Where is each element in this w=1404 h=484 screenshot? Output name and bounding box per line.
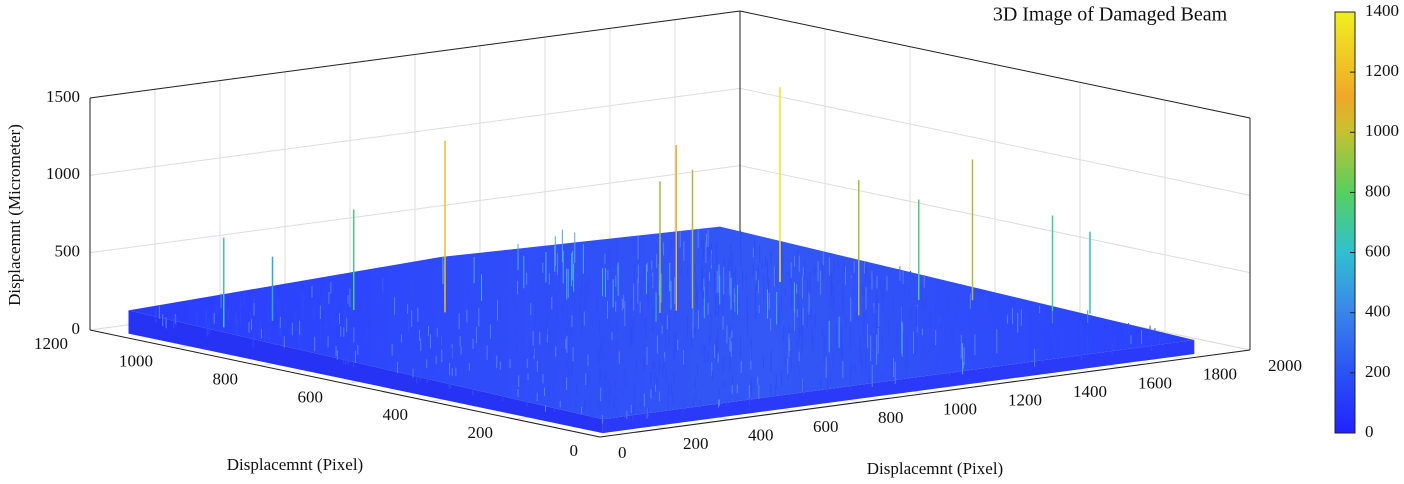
axis-line bbox=[89, 10, 741, 99]
grid-line bbox=[739, 87, 1251, 196]
x-tick-label: 1600 bbox=[1138, 373, 1172, 392]
y-tick-label: 0 bbox=[570, 441, 579, 460]
colorbar-tick-label: 0 bbox=[1365, 422, 1374, 441]
surface-front bbox=[602, 340, 1195, 434]
x-tick-label: 400 bbox=[748, 426, 774, 445]
y-tick-label: 200 bbox=[468, 423, 494, 442]
x-tick-label: 800 bbox=[878, 408, 904, 427]
colorbar-tick-label: 600 bbox=[1365, 241, 1391, 260]
grid-line bbox=[89, 165, 741, 254]
z-tick-label: 1500 bbox=[46, 87, 80, 106]
surface-side bbox=[128, 310, 603, 434]
x-tick-label: 1400 bbox=[1073, 382, 1107, 401]
axis-line bbox=[739, 10, 1251, 119]
chart-title: 3D Image of Damaged Beam bbox=[993, 4, 1228, 26]
colorbar-tick-label: 1400 bbox=[1365, 1, 1399, 20]
x-tick-label: 1000 bbox=[943, 399, 977, 418]
y-tick-label: 1200 bbox=[34, 334, 68, 353]
x-tick-label: 0 bbox=[618, 443, 627, 462]
colorbar-tick-label: 1200 bbox=[1365, 61, 1399, 80]
x-axis-title: Displacemnt (Pixel) bbox=[867, 459, 1003, 478]
colorbar-tick-label: 1000 bbox=[1365, 121, 1399, 140]
colorbar bbox=[1334, 11, 1356, 434]
x-tick-label: 2000 bbox=[1268, 356, 1302, 375]
z-tick-label: 1000 bbox=[46, 164, 80, 183]
axis-line bbox=[89, 329, 601, 438]
colorbar-tick-label: 800 bbox=[1365, 181, 1391, 200]
y-tick-label: 400 bbox=[383, 405, 409, 424]
y-tick-label: 800 bbox=[213, 370, 239, 389]
y-tick-label: 600 bbox=[298, 387, 324, 406]
z-tick-label: 0 bbox=[72, 319, 81, 338]
x-tick-label: 1200 bbox=[1008, 391, 1042, 410]
colorbar-tick-label: 400 bbox=[1365, 302, 1391, 321]
z-tick-label: 500 bbox=[55, 242, 81, 261]
y-tick-label: 1000 bbox=[119, 352, 153, 371]
x-tick-label: 200 bbox=[683, 434, 709, 453]
y-axis-title: Displacemnt (Pixel) bbox=[227, 455, 363, 474]
colorbar-tick-label: 200 bbox=[1365, 362, 1391, 381]
x-tick-label: 600 bbox=[813, 417, 839, 436]
z-axis-title: Displacemnt (Micrometer) bbox=[5, 124, 24, 306]
grid-line bbox=[89, 87, 741, 176]
grid-line bbox=[739, 165, 1251, 274]
x-tick-label: 1800 bbox=[1203, 365, 1237, 384]
axis-line bbox=[599, 349, 1251, 438]
